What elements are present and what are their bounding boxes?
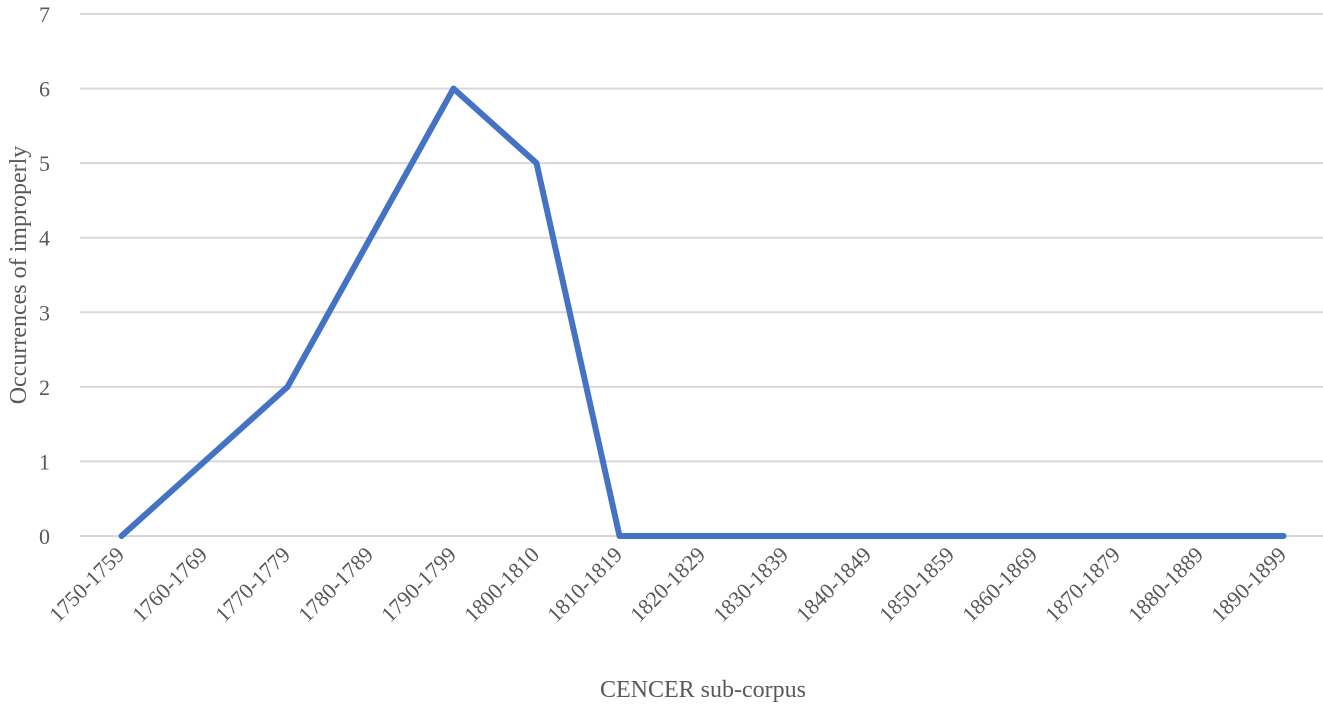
gridlines — [80, 13, 1323, 537]
y-tick-label: 4 — [39, 226, 50, 251]
x-tick-label: 1760-1769 — [127, 542, 212, 627]
x-tick-label: 1880-1889 — [1123, 542, 1208, 627]
x-tick-label: 1780-1789 — [293, 542, 378, 627]
x-tick-label: 1830-1839 — [708, 542, 793, 627]
y-axis-title: Occurrences of improperly — [6, 146, 32, 405]
x-tick-label: 1790-1799 — [376, 542, 461, 627]
x-tick-label: 1890-1899 — [1206, 542, 1291, 627]
x-tick-label: 1870-1879 — [1040, 542, 1125, 627]
y-tick-label: 6 — [39, 77, 50, 102]
x-tick-label: 1820-1829 — [625, 542, 710, 627]
y-tick-label: 1 — [39, 449, 50, 474]
y-tick-label: 5 — [39, 151, 50, 176]
y-axis-ticks: 0 1 2 3 4 5 6 7 — [39, 2, 50, 549]
y-tick-label: 3 — [39, 300, 50, 325]
x-tick-label: 1850-1859 — [874, 542, 959, 627]
x-axis-ticks: 1750-17591760-17691770-17791780-17891790… — [44, 542, 1291, 627]
x-tick-label: 1770-1779 — [210, 542, 295, 627]
x-tick-label: 1750-1759 — [44, 542, 129, 627]
y-tick-label: 2 — [39, 375, 50, 400]
y-tick-label: 7 — [39, 2, 50, 27]
x-tick-label: 1800-1810 — [459, 542, 544, 627]
x-axis-title: CENCER sub-corpus — [600, 677, 806, 703]
y-tick-label: 0 — [39, 524, 50, 549]
x-tick-label: 1840-1849 — [791, 542, 876, 627]
x-tick-label: 1860-1869 — [957, 542, 1042, 627]
series-line-0 — [118, 85, 1287, 539]
series-layer — [118, 85, 1287, 539]
x-tick-label: 1810-1819 — [542, 542, 627, 627]
